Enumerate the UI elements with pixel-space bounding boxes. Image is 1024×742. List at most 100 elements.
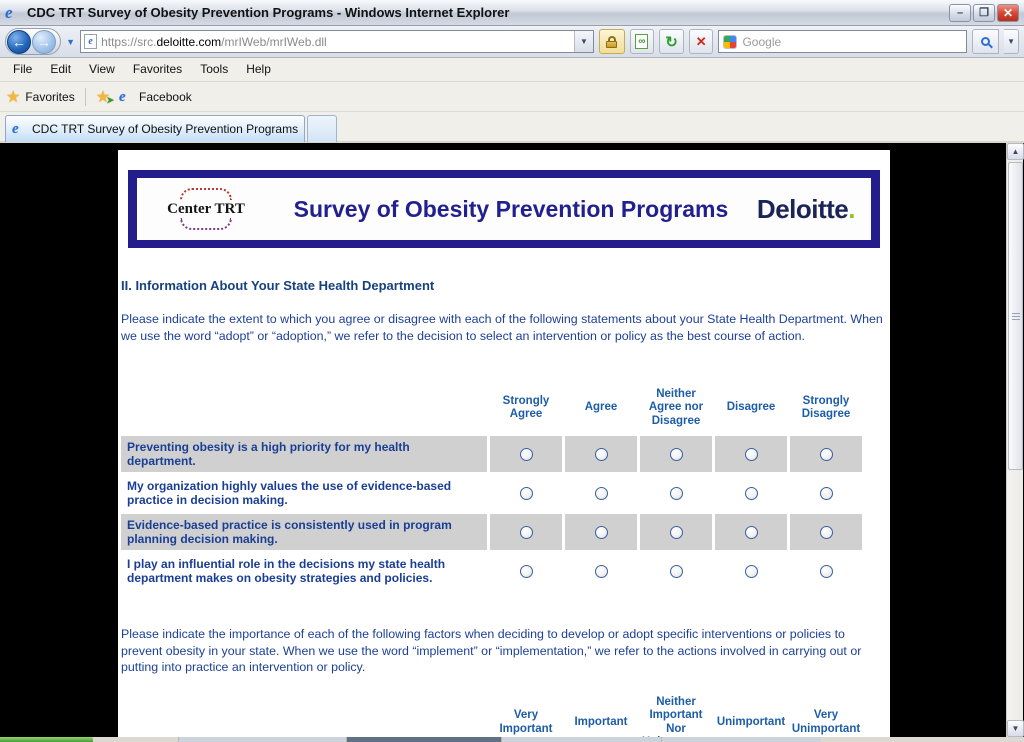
menu-view[interactable]: View [89, 62, 115, 76]
lock-icon [607, 35, 616, 41]
radio-button[interactable] [519, 525, 533, 539]
scale-very-unimportant: Very Unimportant [791, 709, 861, 735]
tab-label: CDC TRT Survey of Obesity Prevention Pro… [32, 122, 298, 136]
radio-button[interactable] [519, 486, 533, 500]
radio-button[interactable] [744, 447, 758, 461]
menu-help[interactable]: Help [246, 62, 271, 76]
radio-button[interactable] [669, 447, 683, 461]
radio-button[interactable] [594, 564, 608, 578]
search-provider-dropdown[interactable]: ▼ [1004, 29, 1020, 54]
scroll-up-button[interactable]: ▲ [1007, 143, 1024, 160]
matrix-row: My organization highly values the use of… [121, 475, 890, 511]
menu-tools[interactable]: Tools [200, 62, 229, 76]
radio-button[interactable] [519, 564, 533, 578]
scale-strongly-disagree: Strongly Disagree [801, 394, 851, 421]
radio-button[interactable] [594, 525, 608, 539]
scale-strongly-agree: Strongly Agree [502, 394, 550, 421]
vertical-scrollbar[interactable]: ▲ ▼ [1006, 143, 1024, 737]
restore-button[interactable]: ❐ [973, 3, 995, 22]
deloitte-green-dot: . [848, 193, 855, 224]
radio-button[interactable] [594, 486, 608, 500]
window-title: CDC TRT Survey of Obesity Prevention Pro… [27, 5, 510, 20]
radio-button[interactable] [669, 525, 683, 539]
back-button[interactable]: ← [7, 29, 31, 54]
add-to-favorites-bar-icon[interactable]: ★ ➤ [95, 88, 115, 106]
minimize-button[interactable]: – [949, 3, 971, 22]
security-lock-button[interactable] [598, 29, 625, 54]
favorites-bar: ★ Favorites ★ ➤ e Facebook [0, 82, 1024, 112]
tab-row: e CDC TRT Survey of Obesity Prevention P… [0, 112, 1024, 143]
radio-button[interactable] [744, 564, 758, 578]
nav-buttons: ← → [5, 28, 62, 55]
scrollbar-grip [1012, 316, 1020, 317]
url-domain: deloitte.com [156, 34, 222, 49]
taskbar-button[interactable] [661, 737, 821, 742]
section-heading: II. Information About Your State Health … [121, 278, 435, 293]
center-trt-logo: Center TRT [147, 188, 265, 230]
url-text[interactable]: https://src.deloitte.com/mrIWeb/mrIWeb.d… [101, 35, 574, 49]
ie-favicon: e [119, 88, 126, 105]
google-icon [723, 34, 738, 49]
menu-file[interactable]: File [13, 62, 33, 76]
search-button[interactable] [971, 29, 1000, 54]
favorites-button[interactable]: Favorites [25, 89, 75, 104]
row-statement: My organization highly values the use of… [127, 479, 452, 507]
stop-button[interactable]: ✕ [688, 29, 714, 54]
radio-button[interactable] [819, 525, 833, 539]
menu-edit[interactable]: Edit [50, 62, 72, 76]
radio-button[interactable] [819, 564, 833, 578]
matrix-row: Evidence-based practice is consistently … [121, 514, 890, 550]
refresh-button[interactable]: ↻ [659, 29, 684, 54]
compatibility-view-button[interactable]: ∞ [629, 29, 655, 54]
row-statement: I play an influential role in the decisi… [127, 557, 446, 585]
tab-survey[interactable]: e CDC TRT Survey of Obesity Prevention P… [5, 115, 305, 142]
address-dropdown[interactable]: ▼ [573, 31, 593, 52]
address-bar[interactable]: e https://src.deloitte.com/mrIWeb/mrIWeb… [80, 30, 594, 53]
scale-neither: Neither Agree nor Disagree [648, 387, 704, 427]
url-path: /mrIWeb/mrIWeb.dll [221, 34, 327, 49]
scale-important: Important [574, 715, 628, 728]
refresh-icon: ↻ [665, 33, 678, 51]
page-icon: e [84, 34, 98, 49]
forward-button[interactable]: → [32, 29, 56, 54]
scrollbar-thumb[interactable] [1008, 162, 1023, 470]
favorites-link-facebook[interactable]: e Facebook [119, 88, 192, 106]
menu-favorites[interactable]: Favorites [132, 62, 183, 76]
radio-button[interactable] [594, 447, 608, 461]
taskbar-button[interactable] [501, 737, 661, 742]
taskbar-button[interactable] [346, 737, 501, 742]
title-bar: e CDC TRT Survey of Obesity Prevention P… [0, 0, 1024, 26]
survey-title: Survey of Obesity Prevention Programs [293, 195, 729, 222]
radio-button[interactable] [744, 486, 758, 500]
logo-text: Center TRT [167, 201, 245, 217]
magnifier-icon [980, 37, 990, 46]
scale-neither-important: Neither Important Nor Unimportant [642, 695, 710, 738]
logo-arc-top [180, 188, 232, 200]
radio-button[interactable] [819, 447, 833, 461]
new-tab-stub[interactable] [307, 115, 337, 142]
scroll-down-button[interactable]: ▼ [1007, 720, 1024, 737]
scale-agree: Agree [584, 401, 618, 414]
taskbar [0, 737, 1024, 742]
radio-button[interactable] [669, 486, 683, 500]
start-button[interactable] [0, 737, 93, 742]
navigation-bar: ← → ▼ e https://src.deloitte.com/mrIWeb/… [0, 26, 1024, 58]
radio-button[interactable] [669, 564, 683, 578]
ie-logo-icon: e [5, 2, 13, 22]
url-scheme: https://src. [101, 34, 157, 49]
radio-button[interactable] [819, 486, 833, 500]
radio-button[interactable] [744, 525, 758, 539]
radio-button[interactable] [519, 447, 533, 461]
compatibility-icon: ∞ [635, 34, 649, 49]
stop-icon: ✕ [695, 33, 707, 49]
scale-unimportant: Unimportant [716, 715, 786, 728]
importance-scale-header-row: Very Important Important Neither Importa… [121, 693, 890, 738]
search-input[interactable]: Google [718, 30, 967, 53]
search-placeholder: Google [742, 34, 782, 49]
close-button[interactable]: ✕ [997, 3, 1019, 22]
scale-disagree: Disagree [726, 401, 776, 414]
recent-pages-dropdown[interactable]: ▼ [66, 36, 76, 47]
intro-paragraph-2: Please indicate the importance of each o… [121, 627, 862, 674]
taskbar-button[interactable] [178, 737, 346, 742]
